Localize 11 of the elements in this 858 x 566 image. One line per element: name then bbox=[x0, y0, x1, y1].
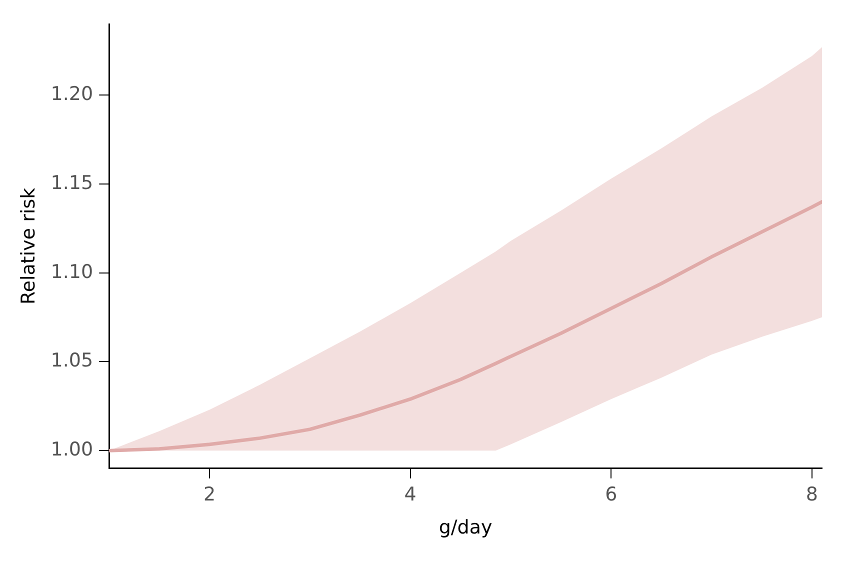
y-tick-label: 1.10 bbox=[50, 260, 94, 283]
y-axis-title: Relative risk bbox=[17, 188, 40, 305]
x-tick-label: 4 bbox=[404, 484, 416, 506]
x-tick-label: 6 bbox=[605, 484, 618, 506]
y-tick-label: 1.05 bbox=[50, 350, 94, 372]
x-tick-label: 8 bbox=[806, 484, 818, 506]
y-tick-label: 1.00 bbox=[50, 438, 94, 461]
y-tick-label: 1.15 bbox=[50, 172, 94, 194]
x-tick-label: 2 bbox=[203, 484, 216, 506]
x-axis-title: g/day bbox=[438, 516, 492, 539]
y-tick-label: 1.20 bbox=[50, 83, 94, 106]
